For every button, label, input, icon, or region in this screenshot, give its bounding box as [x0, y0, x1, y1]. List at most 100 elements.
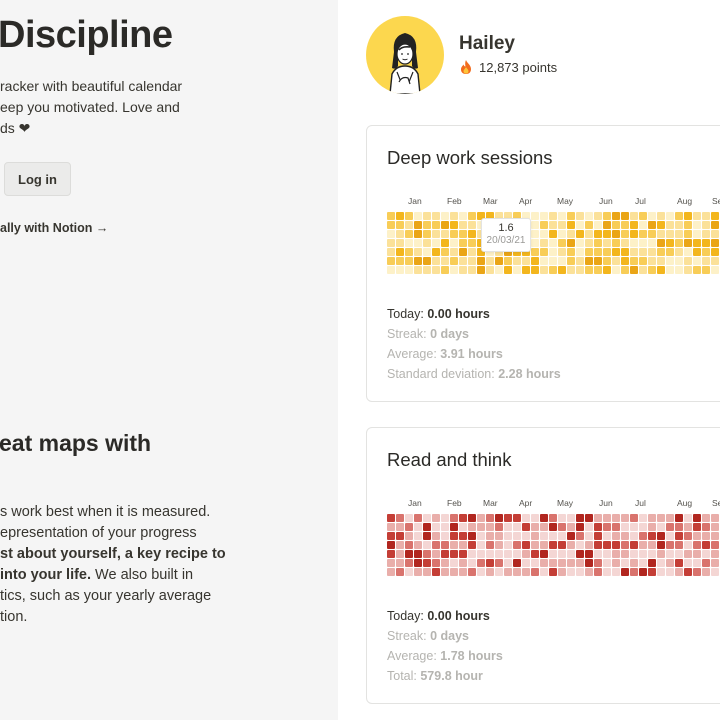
- heatmap-cell[interactable]: [576, 532, 584, 540]
- heatmap-cell[interactable]: [693, 248, 701, 256]
- heatmap-cell[interactable]: [603, 559, 611, 567]
- heatmap-cell[interactable]: [405, 532, 413, 540]
- heatmap-cell[interactable]: [576, 239, 584, 247]
- heatmap-cell[interactable]: [495, 532, 503, 540]
- heatmap-cell[interactable]: [387, 266, 395, 274]
- heatmap-cell[interactable]: [657, 239, 665, 247]
- heatmap-cell[interactable]: [477, 532, 485, 540]
- heatmap-cell[interactable]: [423, 514, 431, 522]
- heatmap-cell[interactable]: [432, 514, 440, 522]
- heatmap-cell[interactable]: [576, 230, 584, 238]
- heatmap-cell[interactable]: [540, 568, 548, 576]
- heatmap-cell[interactable]: [459, 212, 467, 220]
- heatmap-cell[interactable]: [603, 257, 611, 265]
- heatmap-cell[interactable]: [684, 514, 692, 522]
- heatmap-cell[interactable]: [594, 541, 602, 549]
- heatmap-cell[interactable]: [684, 568, 692, 576]
- heatmap-cell[interactable]: [387, 257, 395, 265]
- heatmap-cell[interactable]: [684, 266, 692, 274]
- heatmap-cell[interactable]: [450, 559, 458, 567]
- heatmap-cell[interactable]: [648, 541, 656, 549]
- heatmap-cell[interactable]: [387, 523, 395, 531]
- heatmap-cell[interactable]: [531, 568, 539, 576]
- heatmap-cell[interactable]: [441, 568, 449, 576]
- heatmap-cell[interactable]: [432, 266, 440, 274]
- heatmap-cell[interactable]: [450, 230, 458, 238]
- heatmap-cell[interactable]: [513, 266, 521, 274]
- heatmap-cell[interactable]: [684, 550, 692, 558]
- heatmap-cell[interactable]: [675, 550, 683, 558]
- heatmap-cell[interactable]: [693, 541, 701, 549]
- heatmap-cell[interactable]: [450, 248, 458, 256]
- heatmap-cell[interactable]: [702, 532, 710, 540]
- heatmap-cell[interactable]: [594, 230, 602, 238]
- heatmap-cell[interactable]: [459, 568, 467, 576]
- heatmap-cell[interactable]: [387, 248, 395, 256]
- heatmap-cell[interactable]: [576, 559, 584, 567]
- heatmap-cell[interactable]: [522, 514, 530, 522]
- heatmap-cell[interactable]: [639, 257, 647, 265]
- heatmap-cell[interactable]: [423, 523, 431, 531]
- heatmap-cell[interactable]: [531, 266, 539, 274]
- heatmap-cell[interactable]: [657, 550, 665, 558]
- heatmap-cell[interactable]: [666, 257, 674, 265]
- heatmap-cell[interactable]: [441, 532, 449, 540]
- heatmap-cell[interactable]: [711, 568, 719, 576]
- heatmap-cell[interactable]: [549, 568, 557, 576]
- heatmap-cell[interactable]: [639, 523, 647, 531]
- heatmap-cell[interactable]: [567, 550, 575, 558]
- heatmap-cell[interactable]: [621, 230, 629, 238]
- heatmap-cell[interactable]: [702, 212, 710, 220]
- habit-card-read-think[interactable]: Read and think Jan Feb Mar Apr May Jun Jul Aug S…: [366, 427, 720, 704]
- heatmap-cell[interactable]: [522, 212, 530, 220]
- heatmap-cell[interactable]: [594, 212, 602, 220]
- heatmap-cell[interactable]: [567, 221, 575, 229]
- heatmap-cell[interactable]: [630, 568, 638, 576]
- heatmap-cell[interactable]: [612, 257, 620, 265]
- heatmap-cell[interactable]: [459, 523, 467, 531]
- heatmap-cell[interactable]: [603, 550, 611, 558]
- heatmap-cell[interactable]: [387, 514, 395, 522]
- heatmap-cell[interactable]: [639, 230, 647, 238]
- heatmap-cell[interactable]: [522, 257, 530, 265]
- heatmap-cell[interactable]: [594, 248, 602, 256]
- heatmap-cell[interactable]: [657, 212, 665, 220]
- heatmap-cell[interactable]: [567, 257, 575, 265]
- heatmap-cell[interactable]: [477, 568, 485, 576]
- heatmap-cell[interactable]: [396, 221, 404, 229]
- heatmap-cell[interactable]: [576, 550, 584, 558]
- heatmap-cell[interactable]: [630, 239, 638, 247]
- heatmap-cell[interactable]: [414, 532, 422, 540]
- heatmap-cell[interactable]: [468, 221, 476, 229]
- heatmap-cell[interactable]: [711, 550, 719, 558]
- heatmap-cell[interactable]: [441, 266, 449, 274]
- heatmap-cell[interactable]: [531, 248, 539, 256]
- heatmap-cell[interactable]: [612, 559, 620, 567]
- heatmap-cell[interactable]: [612, 541, 620, 549]
- heatmap-cell[interactable]: [531, 523, 539, 531]
- heatmap-cell[interactable]: [684, 248, 692, 256]
- heatmap-cell[interactable]: [612, 568, 620, 576]
- heatmap-cell[interactable]: [666, 230, 674, 238]
- heatmap-cell[interactable]: [423, 550, 431, 558]
- heatmap-cell[interactable]: [603, 568, 611, 576]
- heatmap-cell[interactable]: [432, 523, 440, 531]
- heatmap-cell[interactable]: [603, 212, 611, 220]
- heatmap-cell[interactable]: [675, 523, 683, 531]
- heatmap-cell[interactable]: [531, 550, 539, 558]
- heatmap-cell[interactable]: [504, 532, 512, 540]
- heatmap-cell[interactable]: [522, 523, 530, 531]
- heatmap-cell[interactable]: [594, 266, 602, 274]
- heatmap-cell[interactable]: [486, 532, 494, 540]
- heatmap-cell[interactable]: [684, 230, 692, 238]
- heatmap-cell[interactable]: [477, 559, 485, 567]
- heatmap-cell[interactable]: [711, 514, 719, 522]
- heatmap-cell[interactable]: [621, 248, 629, 256]
- heatmap-cell[interactable]: [441, 221, 449, 229]
- heatmap-cell[interactable]: [405, 514, 413, 522]
- heatmap-cell[interactable]: [585, 559, 593, 567]
- heatmap-cell[interactable]: [657, 266, 665, 274]
- heatmap-cell[interactable]: [693, 239, 701, 247]
- heatmap-cell[interactable]: [396, 239, 404, 247]
- heatmap-cell[interactable]: [630, 532, 638, 540]
